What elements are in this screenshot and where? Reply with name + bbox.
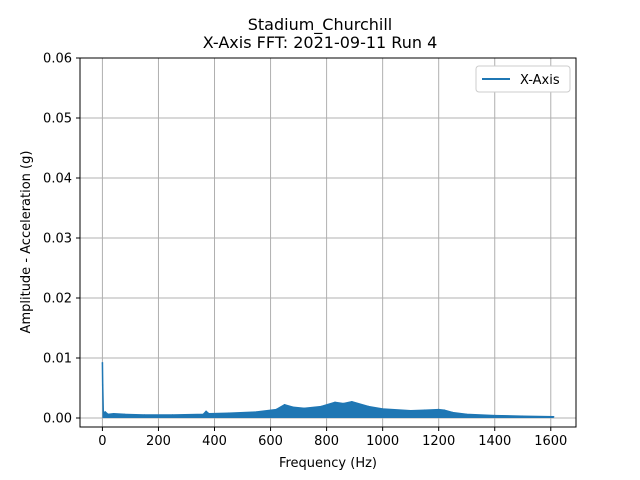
- data-point: [255, 411, 258, 413]
- data-point: [443, 409, 446, 412]
- data-point: [202, 413, 205, 416]
- data-point: [101, 362, 104, 364]
- x-tick-label: 1000: [366, 434, 399, 449]
- chart-title: Stadium_Churchill: [247, 15, 393, 34]
- data-point: [208, 413, 210, 415]
- y-tick-label: 0.02: [43, 292, 72, 307]
- x-tick-label: 0: [98, 434, 106, 449]
- data-point: [367, 405, 370, 408]
- grid-lines: [80, 57, 576, 427]
- data-point: [275, 408, 277, 411]
- data-point: [451, 411, 454, 414]
- x-tick-label: 1600: [534, 434, 567, 449]
- data-point: [320, 405, 322, 408]
- data-point: [342, 402, 345, 405]
- data-point: [205, 410, 207, 413]
- data-point: [227, 412, 230, 415]
- y-axis-ticks: 0.00 0.01 0.02 0.03 0.04 0.05 0.06: [43, 52, 80, 427]
- data-point: [283, 404, 286, 406]
- data-point: [437, 408, 440, 411]
- data-point: [101, 384, 104, 386]
- series-layer: [101, 362, 555, 418]
- x-tick-label: 600: [258, 434, 283, 449]
- data-point: [381, 408, 384, 410]
- data-point: [351, 401, 353, 403]
- y-tick-label: 0.01: [43, 352, 72, 367]
- y-tick-label: 0.03: [43, 232, 72, 247]
- x-axis-label: Frequency (Hz): [279, 456, 377, 471]
- data-point: [303, 407, 305, 410]
- x-tick-label: 1200: [422, 434, 455, 449]
- series-line-x-axis: [101, 362, 554, 418]
- x-tick-label: 800: [314, 434, 339, 449]
- data-point: [552, 416, 555, 418]
- data-point: [103, 412, 105, 415]
- series-band-x-axis: [102, 362, 554, 418]
- legend: X-Axis: [475, 65, 571, 93]
- data-point: [493, 414, 496, 417]
- plot-frame: [79, 57, 577, 428]
- y-tick-label: 0.06: [43, 52, 72, 67]
- data-point: [171, 414, 174, 416]
- data-point: [292, 406, 294, 409]
- data-point: [143, 414, 146, 416]
- data-point: [465, 413, 468, 416]
- x-tick-label: 400: [202, 434, 227, 449]
- data-point: [124, 413, 126, 416]
- y-tick-label: 0.00: [43, 412, 72, 427]
- data-point: [104, 411, 107, 413]
- y-tick-label: 0.04: [43, 172, 72, 187]
- chart-subtitle: X-Axis FFT: 2021-09-11 Run 4: [202, 33, 438, 52]
- data-point: [107, 413, 109, 416]
- data-point: [334, 401, 336, 404]
- legend-label-x-axis: X-Axis: [520, 73, 560, 88]
- data-point: [521, 415, 524, 418]
- legend-box: [475, 65, 571, 93]
- data-point: [423, 409, 426, 412]
- x-tick-label: 1400: [478, 434, 511, 449]
- x-axis-ticks: 0 200 400 600 800 1000 1200 1400 1600: [98, 427, 567, 449]
- y-tick-label: 0.05: [43, 112, 72, 127]
- data-point: [112, 413, 115, 415]
- data-point: [102, 410, 105, 412]
- data-point: [409, 410, 412, 412]
- x-tick-label: 200: [146, 434, 171, 449]
- y-axis-label: Amplitude - Acceleration (g): [19, 151, 34, 334]
